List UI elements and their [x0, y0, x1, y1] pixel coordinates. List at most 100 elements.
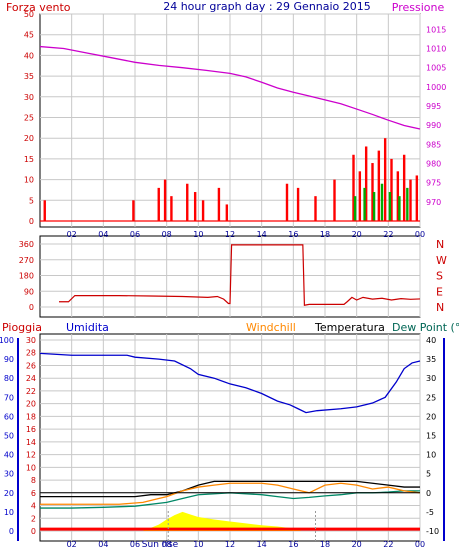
wind-tick-label: 5 — [29, 196, 34, 205]
temp-tick-label: 0 — [426, 489, 431, 498]
wind-bar — [225, 204, 229, 221]
direction-tick-label: 180 — [19, 272, 34, 281]
wind-tick-label: 50 — [24, 10, 34, 19]
wind-bar — [170, 196, 173, 221]
x-tick-label: 22 — [383, 540, 393, 549]
pressure-tick-label: 1015 — [426, 25, 446, 34]
direction-tick-label: 270 — [19, 256, 34, 265]
rain-tick-label: 22 — [26, 387, 36, 396]
rain-tick-label: 8 — [31, 476, 36, 485]
humidity-tick-label: 20 — [4, 489, 14, 498]
wind-tick-label: 10 — [24, 176, 34, 185]
x-tick-label: 18 — [320, 540, 330, 549]
humidity-tick-label: 70 — [4, 393, 14, 402]
humidity-tick-label: 50 — [4, 432, 14, 441]
wind-tick-label: 15 — [24, 155, 34, 164]
wind-bar-green — [372, 192, 376, 221]
temp-tick-label: 30 — [426, 374, 436, 383]
wind-bar — [402, 154, 406, 221]
wind-tick-label: 20 — [24, 134, 34, 143]
direction-tick-label: 90 — [24, 287, 34, 296]
pressure-tick-label: 1005 — [426, 64, 446, 73]
x-tick-label: 08 — [162, 540, 172, 549]
humidity-tick-label: 100 — [0, 336, 14, 345]
rain-tick-label: 30 — [26, 336, 36, 345]
windchill-title: Windchill — [246, 321, 296, 334]
wind-tick-label: 35 — [24, 72, 34, 81]
rain-tick-label: 4 — [31, 502, 36, 511]
x-tick-label: 22 — [383, 230, 393, 239]
humidity-tick-label: 0 — [9, 527, 14, 536]
wind-tick-label: 30 — [24, 93, 34, 102]
compass-label: W — [436, 254, 447, 267]
wind-bar — [383, 138, 387, 221]
wind-bar-green — [388, 192, 392, 221]
x-tick-label: 02 — [67, 540, 77, 549]
wind-tick-label: 25 — [24, 114, 34, 123]
x-tick-label: 18 — [320, 230, 330, 239]
wind-bar — [132, 200, 135, 221]
wind-bar — [409, 179, 412, 221]
rain-tick-label: 20 — [26, 400, 36, 409]
temp-tick-label: 15 — [426, 432, 436, 441]
grid — [40, 13, 421, 541]
x-tick-label: 20 — [352, 230, 362, 239]
series-line-humidity — [39, 352, 421, 414]
pressure-tick-label: 1000 — [426, 83, 446, 92]
x-tick-label: 02 — [67, 230, 77, 239]
compass-label: S — [436, 270, 443, 283]
wind-bar — [333, 179, 336, 221]
wind-bar — [217, 187, 221, 221]
wind-bar — [390, 158, 393, 221]
temp-tick-label: 20 — [426, 412, 436, 421]
x-tick-label: 08 — [162, 230, 172, 239]
pressure-tick-label: 980 — [426, 160, 441, 169]
temp-tick-label: -10 — [426, 527, 439, 536]
humidity-tick-label: 30 — [4, 470, 14, 479]
rain-tick-label: 14 — [26, 438, 36, 447]
tick-labels: 0510152025303540455097097598098599099510… — [0, 10, 447, 549]
temp-tick-label: 5 — [426, 470, 431, 479]
x-tick-label: 06 — [130, 230, 140, 239]
x-tick-label: 10 — [193, 230, 203, 239]
wind-bar-green — [363, 187, 366, 221]
pressure-line — [39, 45, 421, 130]
x-tick-label: 04 — [98, 230, 108, 239]
rain-tick-label: 0 — [31, 527, 36, 536]
wind-tick-label: 40 — [24, 51, 34, 60]
wind-bar — [396, 171, 400, 221]
series-line-temp — [40, 480, 420, 498]
wind-bar — [377, 150, 381, 221]
dewpoint-title: Dew Point (°C — [392, 321, 459, 334]
temp-tick-label: 40 — [426, 336, 436, 345]
wind-bar — [364, 146, 368, 221]
direction-tick-label: 360 — [19, 240, 34, 249]
wind-bar — [358, 171, 362, 221]
humidity-tick-label: 80 — [4, 374, 14, 383]
rain-tick-label: 18 — [26, 412, 36, 421]
rain-tick-label: 16 — [26, 425, 36, 434]
rain-tick-label: 26 — [26, 361, 36, 370]
compass-label: N — [436, 301, 444, 314]
rain-tick-label: 6 — [31, 489, 36, 498]
pressure-tick-label: 1010 — [426, 45, 446, 54]
pressure-tick-label: 975 — [426, 179, 441, 188]
pressure-tick-label: 990 — [426, 121, 441, 130]
wind-bar — [285, 183, 289, 221]
temp-tick-label: 10 — [426, 451, 436, 460]
temp-tick-label: -5 — [426, 508, 434, 517]
x-tick-label: 14 — [257, 230, 267, 239]
rain-area — [142, 511, 302, 531]
x-tick-label: 12 — [225, 540, 235, 549]
compass-label: E — [436, 285, 443, 298]
wind-bar — [296, 187, 300, 221]
x-tick-label: 06 — [130, 540, 140, 549]
wind-bar-green — [406, 187, 409, 221]
x-tick-label: 12 — [225, 230, 235, 239]
rain-tick-label: 28 — [26, 349, 36, 358]
humidity-tick-label: 10 — [4, 508, 14, 517]
wind-bar — [163, 179, 167, 221]
humidity-title: Umidita — [66, 321, 109, 334]
temp-tick-label: 25 — [426, 393, 436, 402]
